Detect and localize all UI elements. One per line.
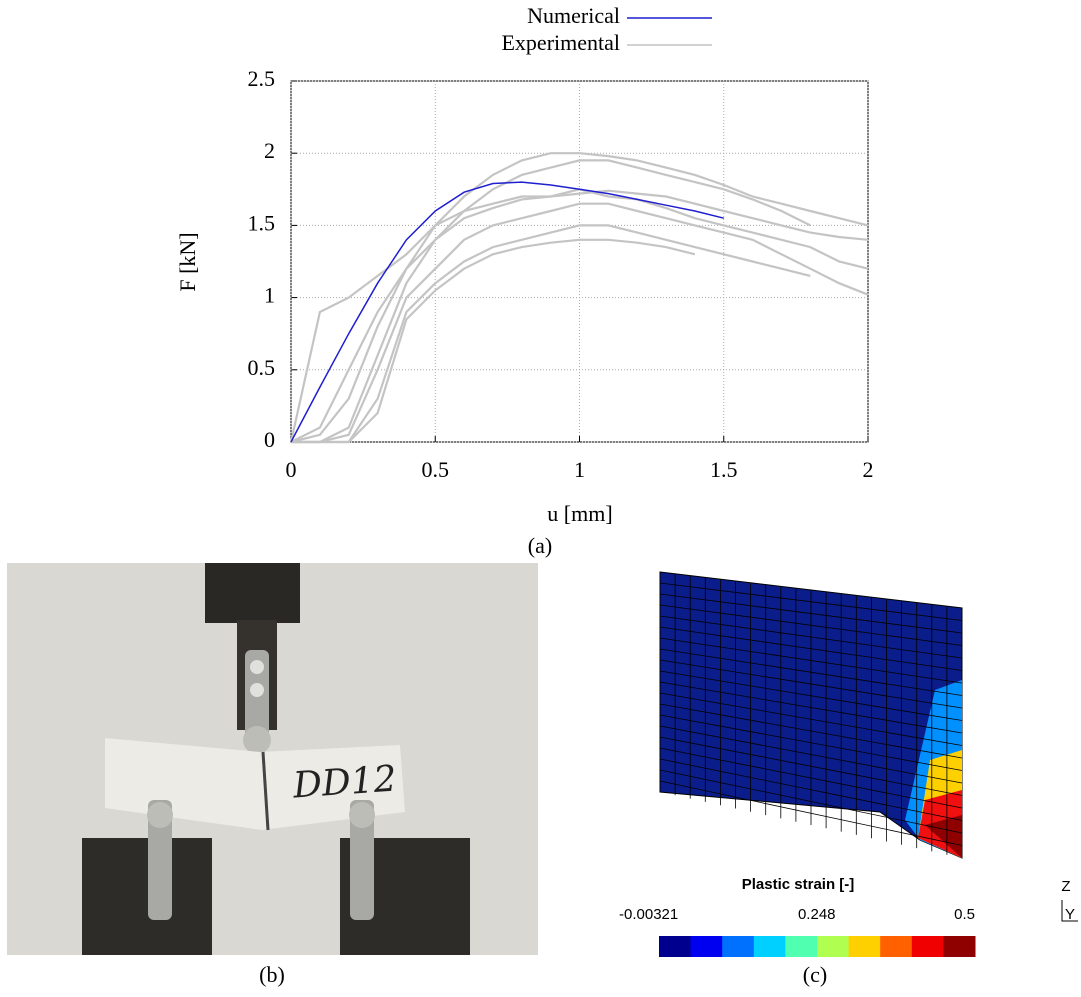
mesh-line <box>659 681 963 734</box>
mesh-line <box>659 747 963 809</box>
y-tick-label: 1 <box>264 283 275 308</box>
experimental-line <box>291 159 811 444</box>
experimental-line <box>290 189 869 443</box>
experimental-line <box>290 152 869 444</box>
colorbar-tick-label: -0.00321 <box>619 906 678 923</box>
x-tick-label: 1 <box>574 457 585 482</box>
numerical-line <box>290 181 724 443</box>
mesh-line <box>659 725 963 784</box>
specimen-label: DD12 <box>291 758 398 806</box>
colorbar-title: Plastic strain [-] <box>742 876 855 893</box>
y-tick-label: 1.5 <box>248 210 276 235</box>
mesh-line <box>659 703 963 759</box>
colorbar-tick-label: 0.5 <box>954 906 975 923</box>
colorbar-swatch <box>659 936 692 957</box>
colorbar-swatch <box>880 936 913 957</box>
y-tick-label: 2.5 <box>248 66 276 91</box>
y-tick-label: 2 <box>264 138 275 163</box>
experimental-line <box>291 238 696 444</box>
fe-mesh <box>659 571 963 859</box>
colorbar-tick-label: 0.248 <box>798 906 836 923</box>
legend-label: Numerical <box>527 3 620 28</box>
colorbar-swatch <box>943 936 976 957</box>
axis-triad <box>1061 900 1078 922</box>
x-tick-label: 0.5 <box>422 457 450 482</box>
mesh-line <box>659 780 963 846</box>
photo: DD12 <box>7 563 538 955</box>
legend-label: Experimental <box>501 30 620 55</box>
mesh-line <box>659 769 963 834</box>
caption: (a) <box>528 533 552 558</box>
caption: (b) <box>259 962 285 987</box>
x-axis-label: u [mm] <box>547 501 612 526</box>
colorbar-swatch <box>817 936 850 957</box>
mesh-line <box>659 714 963 771</box>
x-tick-label: 0 <box>286 457 297 482</box>
colorbar-swatch <box>722 936 755 957</box>
experimental-line <box>291 224 811 444</box>
y-tick-label: 0 <box>264 427 275 452</box>
y-tick-label: 0.5 <box>248 355 276 380</box>
colorbar-swatch <box>911 936 944 957</box>
colorbar-swatch <box>690 936 723 957</box>
colorbar-swatch <box>753 936 786 957</box>
mesh-line <box>659 758 963 821</box>
x-tick-label: 2 <box>863 457 874 482</box>
y-axis-label: F [kN] <box>175 232 200 291</box>
caption: (c) <box>803 962 827 987</box>
axis-triad-label: Y <box>1065 906 1075 923</box>
colorbar-swatch <box>785 936 818 957</box>
experimental-line <box>291 202 869 444</box>
axis-triad-label: Z <box>1061 878 1070 895</box>
mesh-line <box>659 692 963 746</box>
mesh-line <box>659 736 963 796</box>
colorbar-swatch <box>848 936 881 957</box>
x-tick-label: 1.5 <box>710 457 738 482</box>
